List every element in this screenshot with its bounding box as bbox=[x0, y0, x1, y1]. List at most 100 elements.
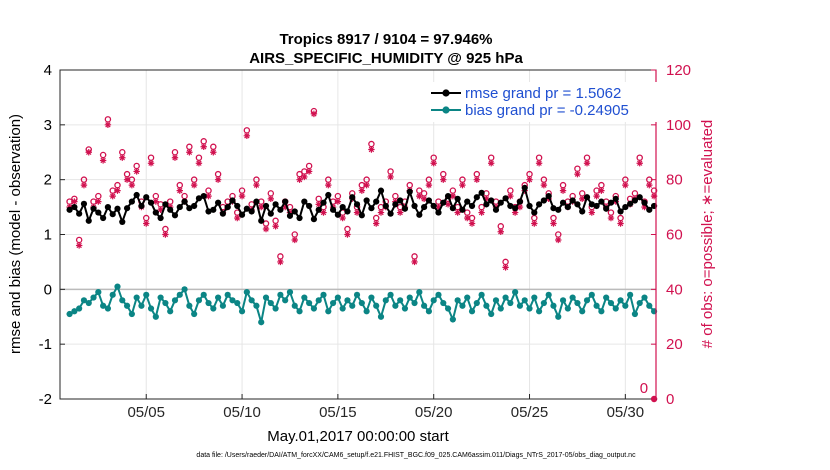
obs-evaluated-point bbox=[396, 209, 404, 216]
obs-evaluated-point bbox=[128, 181, 136, 189]
bias-point bbox=[382, 297, 389, 304]
rmse-point bbox=[444, 193, 452, 200]
rmse-point bbox=[564, 203, 571, 211]
bias-point bbox=[310, 305, 318, 312]
bias-point bbox=[598, 308, 605, 315]
bias-point bbox=[397, 297, 404, 304]
bias-point bbox=[349, 302, 356, 309]
bias-point bbox=[138, 302, 145, 309]
obs-evaluated-point bbox=[535, 160, 543, 167]
rmse-point bbox=[397, 197, 404, 204]
y-right-tick-label: 20 bbox=[666, 336, 683, 353]
bias-point bbox=[215, 294, 222, 301]
bias-point bbox=[301, 294, 308, 301]
bias-point bbox=[540, 299, 547, 307]
bias-point bbox=[631, 310, 639, 318]
obs-evaluated-point bbox=[526, 176, 533, 183]
rmse-point bbox=[631, 197, 639, 204]
rmse-point bbox=[181, 198, 188, 205]
rmse-point bbox=[76, 210, 83, 217]
rmse-point bbox=[468, 202, 476, 210]
obs-evaluated-point bbox=[507, 192, 514, 200]
obs-evaluated-point bbox=[80, 181, 88, 189]
obs-evaluated-point bbox=[99, 157, 107, 164]
rmse-point bbox=[114, 205, 121, 212]
bias-point bbox=[296, 308, 303, 315]
rmse-point bbox=[282, 198, 289, 205]
rmse-point bbox=[430, 202, 437, 210]
rmse-point bbox=[459, 206, 466, 213]
obs-evaluated-point bbox=[234, 214, 241, 222]
rmse-point bbox=[411, 202, 418, 210]
obs-evaluated-point bbox=[468, 220, 476, 227]
bias-point bbox=[219, 302, 226, 309]
bias-point bbox=[277, 291, 284, 298]
bias-point bbox=[205, 299, 212, 307]
obs-evaluated-point bbox=[339, 214, 346, 222]
obs-evaluated-point bbox=[516, 203, 524, 211]
bias-point bbox=[612, 305, 619, 312]
rmse-point bbox=[195, 195, 203, 202]
bias-point bbox=[315, 297, 322, 304]
bias-point bbox=[454, 297, 461, 304]
rmse-point bbox=[627, 200, 634, 207]
bias-point bbox=[531, 294, 538, 301]
obs-evaluated-point bbox=[540, 181, 548, 189]
obs-evaluated-point bbox=[646, 181, 653, 189]
rmse-point bbox=[210, 206, 217, 213]
bias-point bbox=[353, 291, 361, 298]
bias-point bbox=[435, 291, 442, 298]
bias-point bbox=[526, 305, 533, 312]
bias-point bbox=[607, 299, 615, 307]
rmse-point bbox=[464, 198, 471, 205]
obs-evaluated-point bbox=[598, 187, 605, 194]
obs-evaluated-point bbox=[344, 231, 351, 238]
bias-point bbox=[507, 299, 514, 307]
obs-evaluated-point bbox=[296, 176, 303, 183]
obs-evaluated-point bbox=[171, 154, 179, 161]
obs-evaluated-point bbox=[579, 195, 586, 203]
obs-evaluated-point bbox=[253, 181, 260, 189]
rmse-point bbox=[425, 197, 433, 204]
rmse-point bbox=[512, 205, 519, 212]
rmse-point bbox=[243, 205, 250, 212]
obs-evaluated-point bbox=[588, 209, 596, 216]
bias-point bbox=[502, 294, 509, 301]
bias-point bbox=[555, 313, 562, 320]
rmse-point bbox=[622, 203, 629, 211]
y-left-tick-label: 0 bbox=[44, 281, 52, 298]
rmse-point bbox=[191, 202, 198, 210]
rmse-point bbox=[569, 197, 576, 204]
obs-evaluated-point bbox=[478, 209, 485, 216]
rmse-point bbox=[215, 199, 222, 206]
rmse-point bbox=[540, 197, 547, 204]
obs-evaluated-point bbox=[435, 203, 442, 211]
obs-evaluated-point bbox=[109, 192, 116, 200]
bias-point bbox=[147, 305, 155, 312]
axis-layer: 05/05 05/10 05/15 05/20 05/25 05/30-2-1012340… bbox=[39, 62, 691, 421]
x-tick-label: 05/05 bbox=[127, 404, 165, 421]
rmse-point bbox=[66, 206, 73, 213]
obs-evaluated-point bbox=[607, 214, 615, 222]
rmse-point bbox=[641, 199, 648, 206]
rmse-point bbox=[612, 195, 619, 202]
legend-label-rmse: rmse grand pr = 1.5062 bbox=[465, 85, 621, 102]
rmse-point bbox=[478, 189, 485, 196]
rmse-point bbox=[100, 214, 107, 222]
rmse-point bbox=[224, 203, 231, 211]
bias-point bbox=[248, 297, 255, 304]
bias-point bbox=[564, 305, 571, 312]
obs-evaluated-point bbox=[641, 203, 648, 211]
bias-point bbox=[478, 291, 485, 298]
bias-point bbox=[459, 302, 466, 309]
bias-point bbox=[229, 297, 236, 304]
rmse-point bbox=[258, 217, 265, 224]
bias-point bbox=[325, 308, 332, 315]
bias-point bbox=[258, 319, 265, 326]
rmse-point bbox=[559, 199, 567, 206]
bias-point bbox=[80, 297, 88, 304]
obs-evaluated-point bbox=[143, 220, 150, 227]
obs-evaluated-point bbox=[511, 209, 519, 216]
bias-point bbox=[569, 294, 576, 301]
